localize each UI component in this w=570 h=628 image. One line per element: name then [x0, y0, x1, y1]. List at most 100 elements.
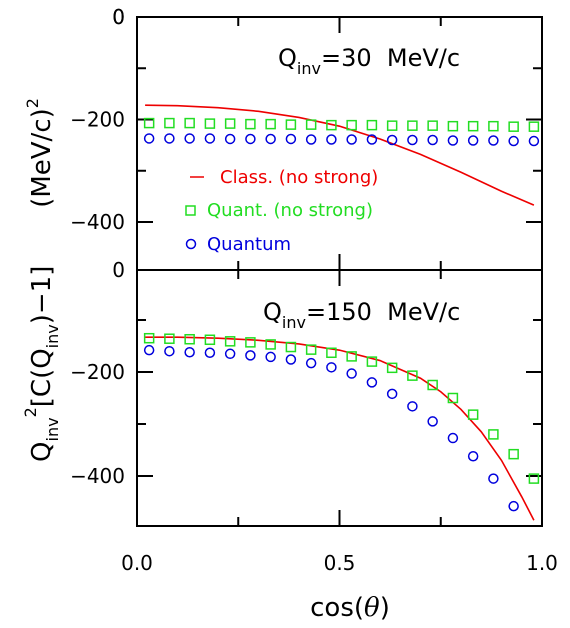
point-quant-no-strong — [346, 119, 357, 131]
point-quantum — [305, 134, 317, 145]
point-quant-no-strong — [407, 120, 418, 131]
point-quantum — [204, 133, 216, 144]
point-quant-no-strong — [305, 344, 317, 355]
point-quant-no-strong — [346, 351, 357, 362]
y-tick-label: −200 — [70, 360, 125, 384]
point-quantum — [224, 133, 236, 145]
point-quant-no-strong — [184, 333, 195, 345]
point-quant-no-strong — [265, 118, 276, 130]
point-quantum — [447, 135, 459, 146]
point-quantum — [366, 134, 378, 145]
point-quant-no-strong — [488, 429, 499, 440]
legend-swatch-quantum — [185, 238, 197, 250]
x-tick-label: 0.5 — [324, 551, 356, 575]
point-quant-no-strong — [467, 409, 479, 420]
point-quantum — [285, 354, 297, 365]
point-quant-no-strong — [164, 333, 175, 344]
point-quantum — [305, 357, 317, 369]
point-quantum — [366, 377, 378, 388]
legend: Class. (no strong) Quant. (no strong) Qu… — [185, 167, 378, 255]
x-axis-title: cos(θ) — [310, 593, 390, 623]
point-quant-no-strong — [326, 119, 337, 131]
point-quantum — [245, 350, 256, 361]
y-tick-label: −400 — [70, 464, 125, 488]
y-tick-label: 0 — [112, 5, 125, 29]
point-quantum — [265, 351, 276, 363]
point-quantum — [143, 133, 155, 144]
point-quantum — [488, 473, 499, 484]
point-quantum — [164, 345, 175, 357]
point-quant-no-strong — [143, 117, 155, 129]
legend-label-quant-no-strong: Quant. (no strong) — [207, 200, 373, 221]
point-quant-no-strong — [245, 337, 256, 348]
legend-label-classical: Class. (no strong) — [220, 167, 378, 188]
point-quant-no-strong — [447, 392, 459, 404]
point-quantum — [184, 133, 195, 144]
x-tick-label: 0.0 — [121, 551, 153, 575]
point-quant-no-strong — [386, 362, 398, 374]
point-quant-no-strong — [407, 370, 418, 381]
point-quantum — [184, 346, 195, 358]
point-quant-no-strong — [184, 117, 195, 129]
point-quantum — [508, 500, 519, 512]
point-quantum — [164, 133, 175, 144]
point-quant-no-strong — [204, 118, 216, 129]
point-quantum — [427, 134, 438, 146]
top-panel-title: Qinv=30 MeV/c — [278, 44, 460, 78]
point-quantum — [386, 134, 398, 146]
axis-ticks — [136, 16, 543, 526]
point-quant-no-strong — [447, 120, 459, 132]
point-quantum — [285, 133, 297, 145]
x-tick-label: 1.0 — [526, 551, 558, 575]
bottom-panel-title: Qinv=150 MeV/c — [263, 298, 460, 332]
legend-label-quantum: Quantum — [207, 234, 291, 255]
point-quant-no-strong — [285, 341, 297, 353]
point-quant-no-strong — [427, 379, 438, 391]
series-line-classical — [145, 104, 535, 206]
point-quantum — [265, 133, 276, 145]
y-axis-title: Qinv2[C(Qinv)−1] (MeV/c)2 — [21, 98, 62, 462]
point-quantum — [386, 388, 398, 400]
point-quant-no-strong — [528, 121, 540, 132]
y-tick-label: −200 — [70, 108, 125, 132]
point-quant-no-strong — [366, 356, 378, 367]
point-quantum — [245, 133, 256, 145]
point-quant-no-strong — [467, 120, 479, 132]
point-quantum — [467, 450, 479, 462]
point-quantum — [407, 401, 418, 412]
legend-swatch-quant-no-strong — [185, 205, 196, 216]
point-quant-no-strong — [386, 120, 398, 131]
point-quant-no-strong — [326, 347, 337, 359]
series-line-classical — [145, 336, 535, 521]
point-quantum — [528, 135, 540, 147]
point-quantum — [467, 135, 479, 146]
point-quantum — [508, 135, 519, 147]
point-quant-no-strong — [265, 339, 276, 350]
point-quant-no-strong — [528, 473, 540, 484]
point-quantum — [407, 134, 418, 146]
point-quant-no-strong — [366, 119, 378, 131]
point-quant-no-strong — [305, 119, 317, 130]
point-quant-no-strong — [143, 332, 155, 344]
point-quantum — [488, 135, 499, 146]
point-quant-no-strong — [508, 121, 519, 132]
point-quantum — [427, 416, 438, 427]
point-quant-no-strong — [427, 120, 438, 131]
point-quantum — [326, 134, 337, 145]
point-quant-no-strong — [224, 118, 236, 129]
y-tick-label: 0 — [112, 5, 125, 29]
point-quant-no-strong — [285, 119, 297, 130]
point-quant-no-strong — [488, 120, 499, 132]
data-marks — [143, 104, 540, 521]
point-quant-no-strong — [224, 336, 236, 347]
point-quant-no-strong — [204, 334, 216, 346]
point-quantum — [204, 347, 216, 359]
point-quantum — [447, 432, 459, 444]
point-quantum — [224, 348, 236, 360]
point-quant-no-strong — [245, 118, 256, 130]
point-quantum — [326, 362, 337, 373]
y-tick-label: 0 — [112, 258, 125, 282]
point-quantum — [346, 134, 357, 145]
